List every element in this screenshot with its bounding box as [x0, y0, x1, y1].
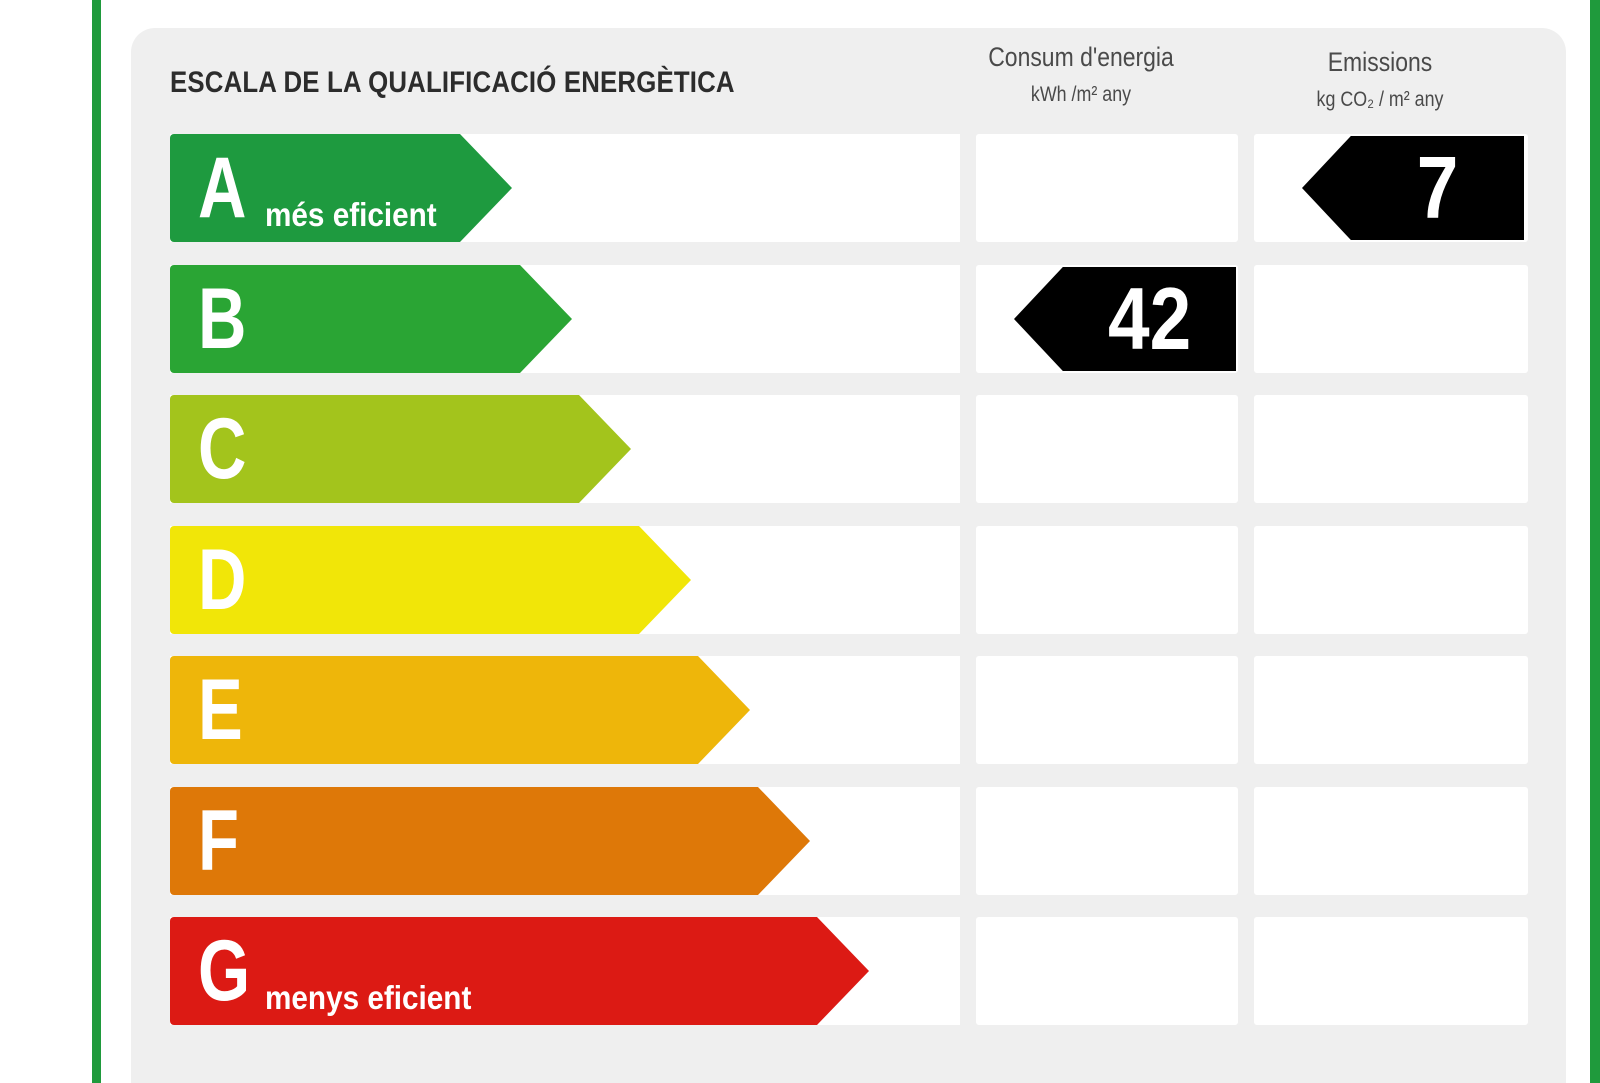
rating-letter: E — [198, 662, 243, 758]
energy-cell — [976, 134, 1238, 242]
frame-right-border — [1590, 0, 1600, 1083]
rating-subtitle: més eficient — [265, 196, 437, 233]
rating-arrow-b: B — [170, 265, 572, 373]
energy-column-header: Consum d'energia kWh /m² any — [966, 42, 1196, 107]
energy-column-unit: kWh /m² any — [1030, 83, 1132, 106]
rating-letter: B — [198, 271, 247, 367]
emissions-column-unit: kg CO₂ / m² any — [1316, 88, 1444, 111]
energy-cell — [976, 656, 1238, 764]
energy-cell — [976, 917, 1238, 1025]
scale-title: ESCALA DE LA QUALIFICACIÓ ENERGÈTICA — [170, 66, 735, 99]
frame-left-border — [92, 0, 101, 1083]
emissions-rating-badge: 7 — [1302, 136, 1524, 240]
emissions-cell — [1254, 656, 1528, 764]
rating-letter: C — [198, 401, 247, 497]
emissions-cell — [1254, 787, 1528, 895]
rating-arrow-d: D — [170, 526, 691, 634]
rating-letter: D — [198, 532, 247, 628]
emissions-rating-value: 7 — [1416, 138, 1459, 237]
energy-column-label: Consum d'energia — [988, 42, 1174, 72]
rating-arrow-e: E — [170, 656, 750, 764]
emissions-cell — [1254, 395, 1528, 503]
emissions-column-label: Emissions — [1327, 47, 1433, 77]
rating-arrow-c: C — [170, 395, 631, 503]
emissions-cell — [1254, 265, 1528, 373]
energy-cell — [976, 787, 1238, 895]
emissions-cell — [1254, 526, 1528, 634]
rating-letter: F — [198, 793, 239, 889]
energy-rating-badge: 42 — [1014, 267, 1236, 371]
rating-subtitle: menys eficient — [265, 979, 472, 1016]
rating-letter: A — [198, 140, 247, 236]
rating-arrow-f: F — [170, 787, 810, 895]
energy-cell — [976, 395, 1238, 503]
energy-cell — [976, 526, 1238, 634]
emissions-cell — [1254, 917, 1528, 1025]
rating-letter: G — [198, 923, 251, 1019]
energy-rating-value: 42 — [1107, 269, 1192, 368]
emissions-column-header: Emissions kg CO₂ / m² any — [1250, 47, 1510, 112]
